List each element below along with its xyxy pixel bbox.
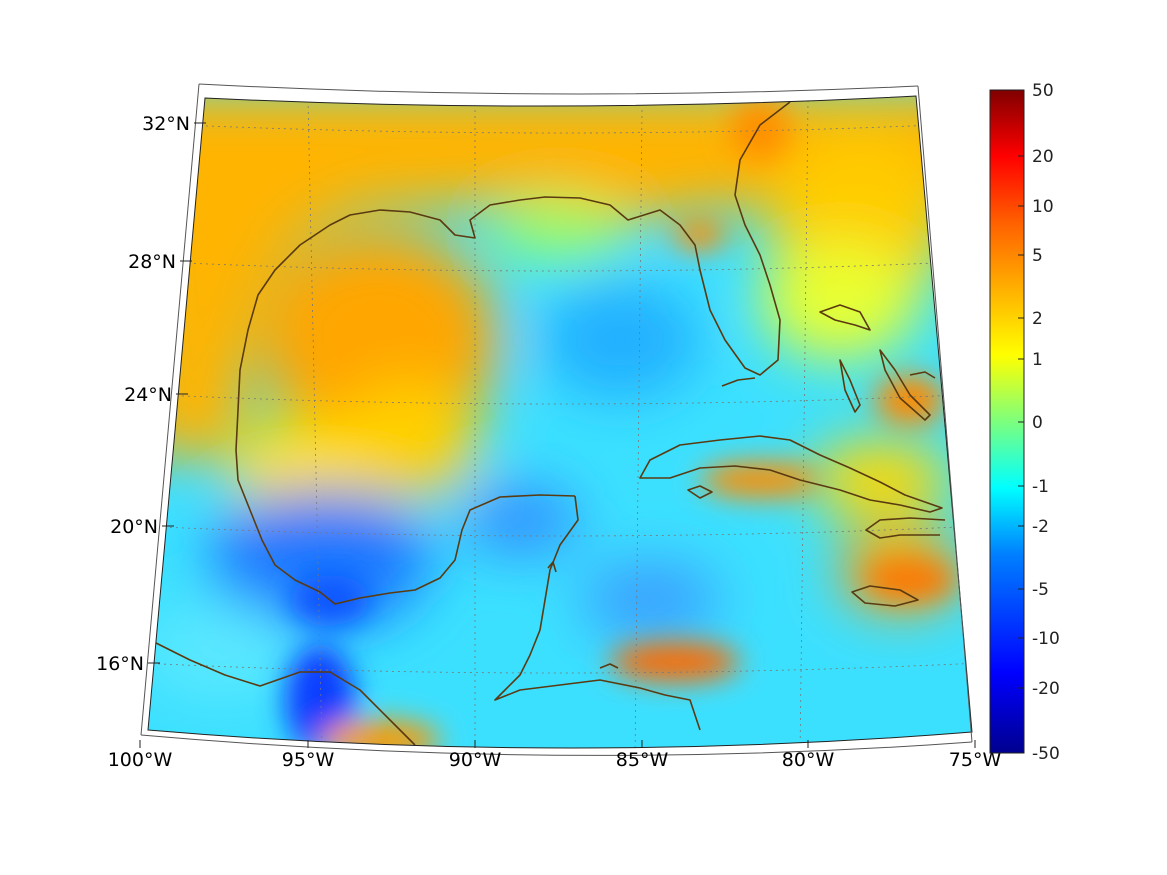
colorbar-tick-label: 0 — [1032, 413, 1043, 433]
colorbar-tick-label: 20 — [1032, 147, 1054, 167]
coastline — [149, 101, 946, 746]
meridian-line — [799, 99, 809, 749]
parallel-line — [148, 122, 972, 134]
graticule — [148, 99, 972, 749]
parallel-line — [148, 525, 972, 537]
lat-tick-label: 16°N — [96, 653, 144, 675]
lon-tick-label: 85°W — [616, 749, 669, 771]
colorbar-tick-label: -50 — [1032, 744, 1060, 764]
longitude-tick-labels: 100°W 95°W 90°W 85°W 80°W 75°W — [108, 740, 1002, 771]
lat-tick-label: 28°N — [128, 251, 176, 273]
colorbar-tick-label: -20 — [1032, 679, 1060, 699]
lat-tick-label: 32°N — [142, 113, 190, 135]
colorbar-tick-label: 5 — [1032, 246, 1043, 266]
colorbar-tick-label: 50 — [1032, 81, 1054, 101]
meridian-line — [634, 109, 643, 749]
lon-tick-label: 80°W — [782, 749, 835, 771]
parallel-line — [148, 393, 972, 405]
colorbar-tick-label: -1 — [1032, 477, 1049, 497]
lon-tick-label: 75°W — [949, 749, 1002, 771]
meridian-line — [307, 99, 323, 749]
colorbar-tick-label: -5 — [1032, 580, 1049, 600]
lon-tick-label: 90°W — [449, 749, 502, 771]
colorbar-tick-label: 2 — [1032, 309, 1043, 329]
data-field — [148, 96, 972, 749]
parallel-line — [148, 260, 972, 272]
lon-tick-label: 100°W — [108, 749, 173, 771]
colorbar-tick-label: 10 — [1032, 197, 1054, 217]
lat-tick-label: 24°N — [124, 384, 172, 406]
parallel-line — [148, 662, 972, 674]
colorbar-tick-label: -2 — [1032, 517, 1049, 537]
lon-tick-label: 95°W — [282, 749, 335, 771]
colorbar-tick-label: 1 — [1032, 350, 1043, 370]
latitude-tick-labels: 16°N 20°N 24°N 28°N 32°N — [96, 113, 206, 675]
lat-tick-label: 20°N — [110, 516, 158, 538]
colorbar-tick-label: -10 — [1032, 629, 1060, 649]
